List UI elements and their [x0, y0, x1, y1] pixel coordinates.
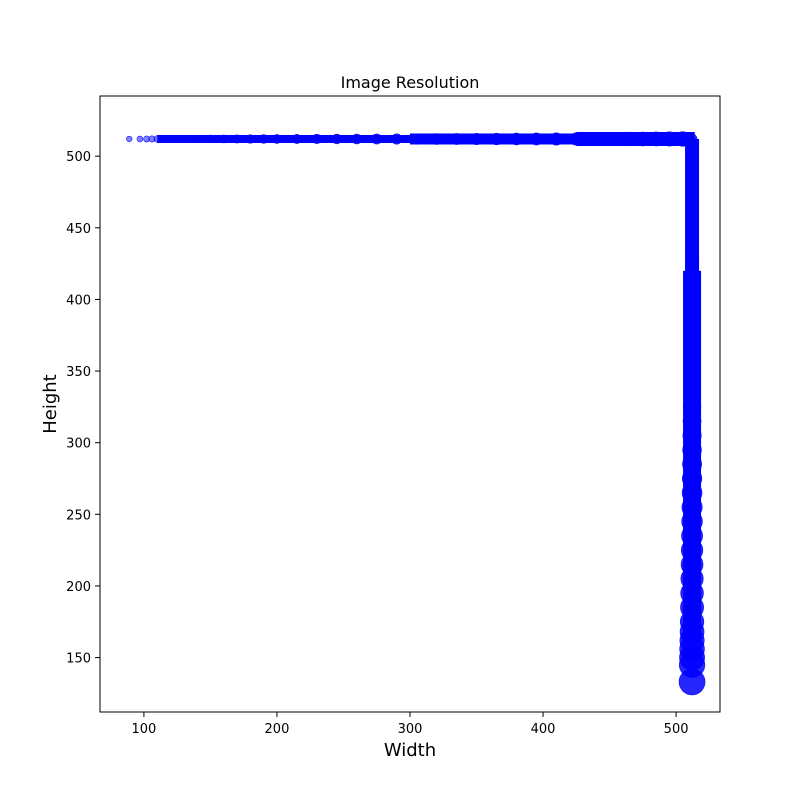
x-tick-label: 300	[398, 722, 423, 737]
x-axis-ticks: 100 200 300 400 500	[131, 712, 689, 737]
x-tick-label: 100	[131, 722, 156, 737]
y-tick-label: 450	[66, 222, 91, 237]
data-point-band-horizontal-thick	[410, 133, 693, 145]
y-tick-label: 200	[66, 580, 91, 595]
scatter-points	[126, 131, 706, 696]
data-point	[678, 668, 706, 696]
x-tick-label: 500	[664, 722, 689, 737]
y-tick-label: 500	[66, 150, 91, 165]
y-axis-ticks: 150 200 250 300 350 400 450 500	[66, 150, 100, 667]
y-tick-label: 350	[66, 365, 91, 380]
x-tick-label: 200	[265, 722, 290, 737]
y-tick-label: 300	[66, 437, 91, 452]
x-tick-label: 400	[531, 722, 556, 737]
data-point	[126, 135, 133, 143]
y-tick-label: 150	[66, 652, 91, 667]
y-tick-label: 250	[66, 508, 91, 523]
x-axis-label: Width	[384, 740, 436, 761]
data-point-band-horizontal-end	[576, 131, 695, 146]
data-point-band-vertical-lower	[683, 270, 702, 644]
chart-title: Image Resolution	[341, 73, 480, 92]
y-axis-label: Height	[40, 374, 61, 434]
data-point	[136, 135, 144, 143]
y-tick-label: 400	[66, 293, 91, 308]
